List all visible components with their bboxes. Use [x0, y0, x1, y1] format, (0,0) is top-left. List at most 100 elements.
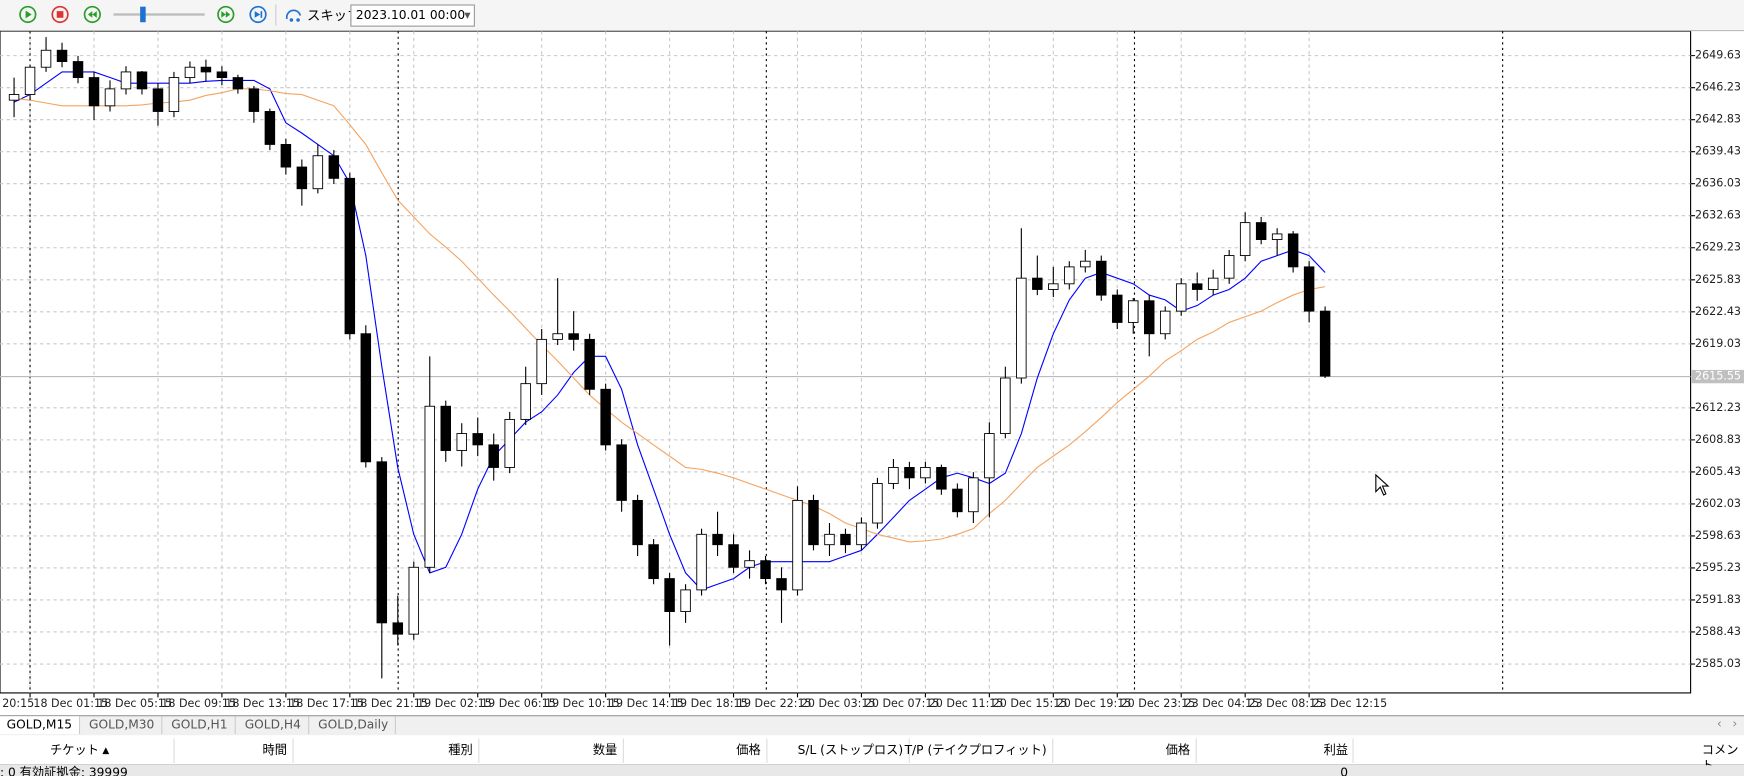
candle-body	[104, 88, 116, 107]
chart-tab[interactable]: GOLD,M15	[0, 716, 80, 735]
candle-body	[920, 467, 931, 479]
candle-body	[680, 589, 691, 613]
candle-body	[1303, 266, 1315, 312]
candle-body	[1143, 300, 1155, 335]
candle-body	[632, 499, 643, 546]
candle-body	[1319, 310, 1331, 377]
column-separator	[292, 738, 294, 763]
y-tick-label: 2588.43	[1695, 625, 1741, 638]
toolbar-icons	[19, 4, 302, 26]
candle-body	[728, 544, 739, 568]
candle-body	[536, 338, 547, 385]
candle-body	[1159, 310, 1171, 335]
y-tick-label: 2598.63	[1695, 529, 1741, 542]
candle-body	[1128, 300, 1139, 323]
play-button[interactable]	[19, 5, 37, 24]
chart-tab[interactable]: GOLD,Daily	[311, 716, 397, 735]
y-tick-label: 2619.03	[1695, 337, 1741, 350]
column-header[interactable]: チケット	[50, 742, 99, 758]
column-header[interactable]: 時間	[262, 742, 287, 758]
chart: 2649.63 2646.23 2642.83 2639.43 2636.03 2632.…	[0, 31, 1744, 710]
skip-icon	[285, 9, 302, 22]
date-dropdown[interactable]: ▾	[464, 7, 471, 23]
stop-button[interactable]	[51, 5, 69, 24]
candle-body	[8, 94, 20, 101]
candle-body	[504, 418, 515, 468]
candle-body	[984, 433, 995, 479]
column-header[interactable]: 種別	[448, 742, 473, 758]
candle-body	[712, 533, 723, 546]
date-input[interactable]: 2023.10.01 00:00 ▾	[350, 4, 475, 27]
column-header[interactable]: T/P (テイクプロフィット)	[904, 742, 1047, 758]
candle-body	[40, 49, 52, 68]
x-tick-label: 18 Dec 09:15	[161, 697, 236, 710]
candle-body	[216, 71, 228, 79]
candle-body	[824, 533, 835, 546]
candle-body	[136, 71, 148, 90]
candle-body	[792, 499, 803, 591]
candle-body	[552, 333, 563, 340]
column-header[interactable]: S/L (ストップロス)	[797, 742, 904, 758]
candle-body	[56, 49, 68, 63]
column-header[interactable]: 利益	[1323, 742, 1349, 758]
candle-body	[440, 405, 451, 451]
candle-body	[88, 77, 100, 107]
y-tick-label: 2639.43	[1695, 145, 1741, 158]
candle-body	[1287, 233, 1299, 268]
column-header[interactable]: 価格	[736, 742, 761, 758]
summary-row-bg	[0, 765, 1744, 776]
end-button[interactable]	[249, 5, 267, 24]
x-tick-label: 20 Dec 03:15	[801, 697, 876, 710]
column-separator	[766, 738, 768, 763]
candle-body	[776, 578, 787, 591]
candle-body	[232, 77, 244, 90]
candle-body	[1064, 266, 1075, 285]
column-separator	[1352, 738, 1354, 763]
sort-indicator[interactable]: ▲	[102, 745, 110, 756]
candle-body	[264, 111, 276, 145]
x-tick-label: 19 Dec 22:15	[737, 697, 812, 710]
candle-body	[936, 467, 947, 490]
x-tick-label: 18 Dec 17:15	[289, 697, 364, 710]
candle-body	[328, 155, 340, 179]
chart-tab[interactable]: GOLD,H1	[165, 716, 236, 735]
column-separator	[173, 738, 175, 763]
candle-body	[888, 467, 899, 484]
x-tick-label: 23 Dec 08:15	[1249, 697, 1324, 710]
trade-table: チケット 時間 種別 数量 価格 S/L (ストップロス) T/P (テイクプロフィット) 価…	[0, 736, 1744, 776]
x-tick-label: 20 Dec 11:15	[929, 697, 1004, 710]
moving-average-line	[13, 88, 1326, 543]
candle-body	[568, 333, 579, 340]
column-separator	[908, 738, 910, 763]
x-tick-label: 18 Dec 05:15	[97, 697, 172, 710]
candle-body	[664, 578, 675, 613]
candle-body	[1112, 294, 1123, 323]
x-tick-label: 19 Dec 10:15	[545, 697, 620, 710]
candle-body	[184, 66, 196, 79]
column-header[interactable]: 価格	[1165, 742, 1191, 758]
y-tick-label: 2591.83	[1695, 593, 1741, 606]
speed-slider[interactable]	[113, 6, 205, 23]
x-tick-label: 20 Dec 19:15	[1057, 697, 1132, 710]
tab-scroll-right[interactable]: ›	[1732, 716, 1738, 731]
column-header[interactable]: 数量	[592, 742, 618, 758]
tab-scroll-left[interactable]: ‹	[1716, 716, 1722, 731]
account-summary: : 0 有効証拠金: 39999	[0, 765, 128, 776]
candle-body	[312, 155, 324, 190]
candle-body	[968, 477, 979, 513]
plot-area	[0, 31, 1692, 694]
forward-button[interactable]	[217, 5, 235, 24]
candle-body	[872, 483, 883, 524]
y-tick-label: 2649.63	[1695, 49, 1741, 62]
x-tick-label: 20:15	[2, 697, 34, 710]
y-tick-label: 2642.83	[1695, 113, 1741, 126]
candle-body	[1271, 233, 1283, 241]
candle-body	[648, 544, 659, 580]
current-price-label: 2615.55	[1695, 370, 1741, 383]
rewind-button[interactable]	[83, 5, 101, 24]
chart-tab[interactable]: GOLD,M30	[82, 716, 163, 735]
chart-tab[interactable]: GOLD,H4	[238, 716, 309, 735]
y-tick-label: 2605.43	[1695, 465, 1741, 478]
x-tick-label: 20 Dec 07:15	[865, 697, 940, 710]
skip-label[interactable]: スキップ	[306, 7, 361, 24]
